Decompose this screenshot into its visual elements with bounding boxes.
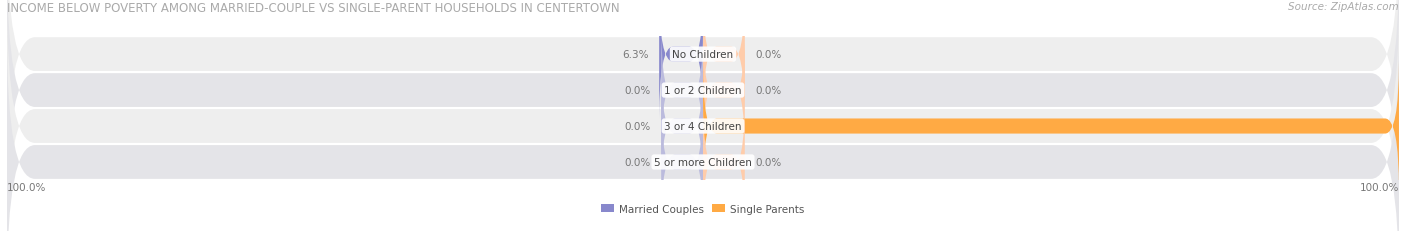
- Text: 0.0%: 0.0%: [624, 157, 651, 167]
- Text: 1 or 2 Children: 1 or 2 Children: [664, 86, 742, 96]
- Text: 0.0%: 0.0%: [755, 157, 782, 167]
- Text: Source: ZipAtlas.com: Source: ZipAtlas.com: [1288, 2, 1399, 12]
- Text: 100.0%: 100.0%: [1360, 182, 1399, 192]
- Text: 0.0%: 0.0%: [755, 86, 782, 96]
- FancyBboxPatch shape: [661, 62, 703, 191]
- FancyBboxPatch shape: [703, 27, 745, 155]
- Text: 5 or more Children: 5 or more Children: [654, 157, 752, 167]
- Text: 6.3%: 6.3%: [623, 50, 648, 60]
- Text: INCOME BELOW POVERTY AMONG MARRIED-COUPLE VS SINGLE-PARENT HOUSEHOLDS IN CENTERT: INCOME BELOW POVERTY AMONG MARRIED-COUPL…: [7, 2, 620, 15]
- FancyBboxPatch shape: [659, 0, 703, 119]
- Legend: Married Couples, Single Parents: Married Couples, Single Parents: [598, 200, 808, 218]
- Text: 3 or 4 Children: 3 or 4 Children: [664, 122, 742, 131]
- FancyBboxPatch shape: [703, 98, 745, 226]
- FancyBboxPatch shape: [7, 0, 1399, 217]
- FancyBboxPatch shape: [703, 0, 745, 119]
- Text: No Children: No Children: [672, 50, 734, 60]
- Text: 100.0%: 100.0%: [7, 182, 46, 192]
- FancyBboxPatch shape: [661, 98, 703, 226]
- Text: 0.0%: 0.0%: [624, 86, 651, 96]
- FancyBboxPatch shape: [7, 0, 1399, 231]
- Text: 0.0%: 0.0%: [755, 50, 782, 60]
- Text: 0.0%: 0.0%: [624, 122, 651, 131]
- FancyBboxPatch shape: [703, 62, 1399, 191]
- FancyBboxPatch shape: [661, 27, 703, 155]
- FancyBboxPatch shape: [7, 0, 1399, 181]
- FancyBboxPatch shape: [7, 36, 1399, 231]
